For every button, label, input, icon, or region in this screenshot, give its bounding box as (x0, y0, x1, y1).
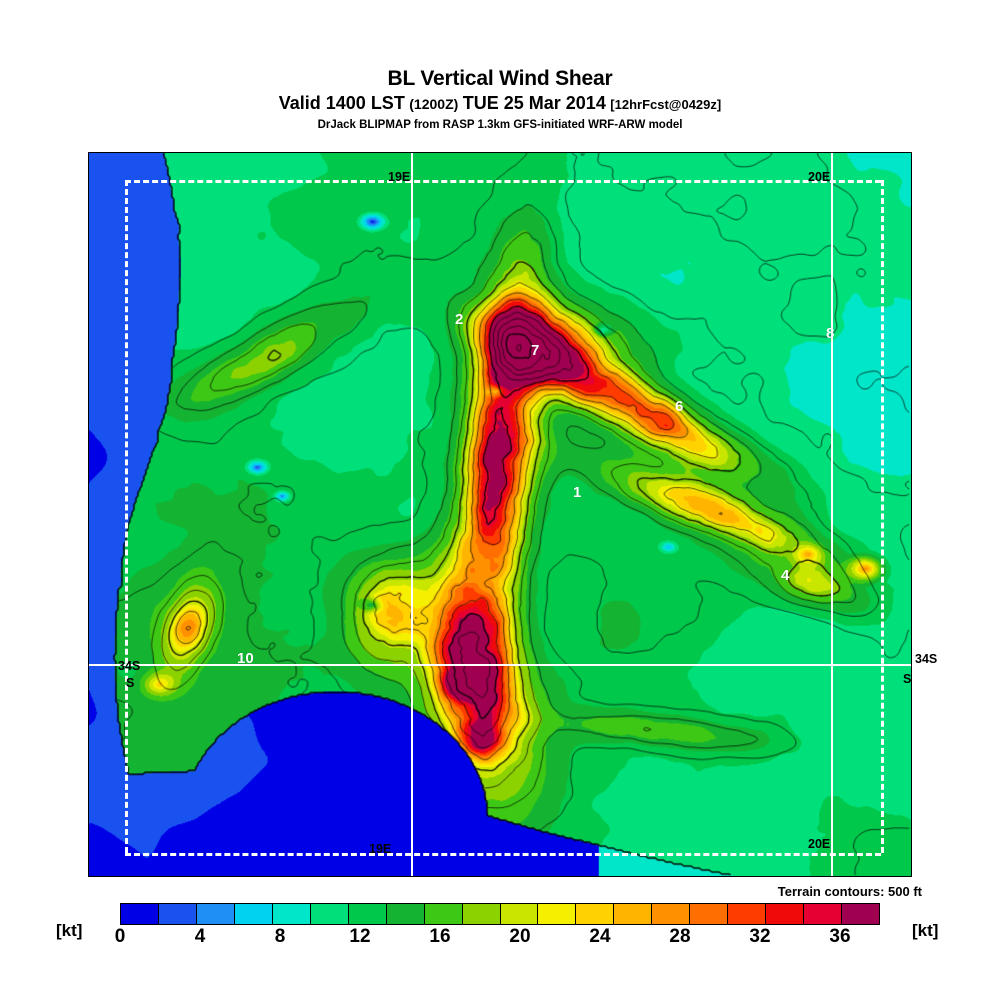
colorbar-tick-24: 24 (589, 926, 611, 947)
colorbar-swatch-19 (842, 904, 880, 924)
subdomain-box-top (125, 180, 881, 183)
colorbar-swatch-3 (234, 904, 273, 924)
weather-map[interactable] (88, 152, 912, 877)
forecast-tag: [12hrFcst@0429z] (610, 97, 722, 113)
colorbar-swatch-12 (576, 904, 615, 924)
colorbar-tick-32: 32 (749, 926, 771, 947)
waypoint-marker-6: 6 (675, 398, 684, 415)
waypoint-marker-8: 8 (826, 325, 835, 342)
colorbar-unit-left: [kt] (56, 921, 83, 940)
colorbar-swatches[interactable] (120, 903, 880, 925)
colorbar-swatch-14 (652, 904, 691, 924)
colorbar-tick-8: 8 (274, 926, 286, 947)
colorbar-swatch-16 (728, 904, 767, 924)
map-edge-label-34S-0: 34S (915, 652, 938, 666)
colorbar-swatch-7 (386, 904, 425, 924)
map-coord-label-34S-4: 34S (118, 659, 141, 673)
subtitle: Valid 1400 LST (1200Z) TUE 25 Mar 2014 [… (0, 94, 1000, 114)
map-edge-label-S-1: S (903, 672, 912, 686)
waypoint-marker-10: 10 (237, 650, 254, 667)
colorbar-swatch-15 (690, 904, 729, 924)
subdomain-box-right (881, 180, 884, 853)
colorbar-tick-4: 4 (194, 926, 206, 947)
colorbar-tick-12: 12 (349, 926, 371, 947)
colorbar-swatch-4 (272, 904, 311, 924)
waypoint-marker-7: 7 (531, 342, 540, 359)
colorbar-swatch-11 (538, 904, 577, 924)
title-block: BL Vertical Wind Shear Valid 1400 LST (1… (0, 0, 1000, 131)
map-coord-label-19E-3: 19E (369, 842, 392, 856)
colorbar-tick-20: 20 (509, 926, 531, 947)
waypoint-marker-4: 4 (781, 567, 790, 584)
waypoint-marker-2: 2 (455, 311, 464, 328)
subdomain-box-bottom (125, 853, 881, 856)
valid-time: Valid 1400 LST (278, 93, 405, 114)
graticule-meridian-19e (411, 153, 413, 876)
colorbar-swatch-8 (424, 904, 463, 924)
colorbar-tick-28: 28 (669, 926, 691, 947)
valid-time-z: (1200Z) (409, 96, 459, 113)
model-description: DrJack BLIPMAP from RASP 1.3km GFS-initi… (317, 118, 683, 131)
colorbar-swatch-9 (462, 904, 501, 924)
waypoint-marker-1: 1 (573, 484, 582, 501)
terrain-contour-note: Terrain contours: 500 ft (777, 884, 922, 899)
colorbar-tick-0: 0 (114, 926, 126, 947)
colorbar-tick-36: 36 (829, 926, 851, 947)
terrain-contours-overlay (89, 153, 911, 876)
colorbar-swatch-18 (804, 904, 843, 924)
colorbar-swatch-5 (310, 904, 349, 924)
subdomain-box-left (125, 180, 128, 853)
map-coord-label-20E-0: 20E (808, 170, 831, 184)
colorbar-swatch-0 (121, 904, 159, 924)
colorbar-swatch-2 (196, 904, 235, 924)
page-title: BL Vertical Wind Shear (387, 67, 613, 90)
colorbar-tick-labels: 0 4 8 12 16 20 24 28 32 36 (115, 926, 880, 954)
map-coord-label-19E-1: 19E (388, 170, 411, 184)
colorbar-tick-16: 16 (429, 926, 451, 947)
graticule-parallel-34s (89, 664, 911, 666)
valid-date: TUE 25 Mar 2014 (462, 93, 606, 114)
map-coord-label-20E-2: 20E (808, 837, 831, 851)
colorbar-swatch-13 (614, 904, 653, 924)
map-coord-label-S-5: S (126, 676, 135, 690)
colorbar-swatch-10 (500, 904, 539, 924)
colorbar-unit-right: [kt] (912, 921, 939, 940)
colorbar-swatch-6 (348, 904, 387, 924)
colorbar-swatch-17 (766, 904, 805, 924)
graticule-meridian-20e (831, 153, 833, 876)
colorbar-swatch-1 (158, 904, 197, 924)
colorbar-legend: [kt] [kt] 0 4 8 12 16 20 24 28 32 36 (0, 903, 1000, 963)
